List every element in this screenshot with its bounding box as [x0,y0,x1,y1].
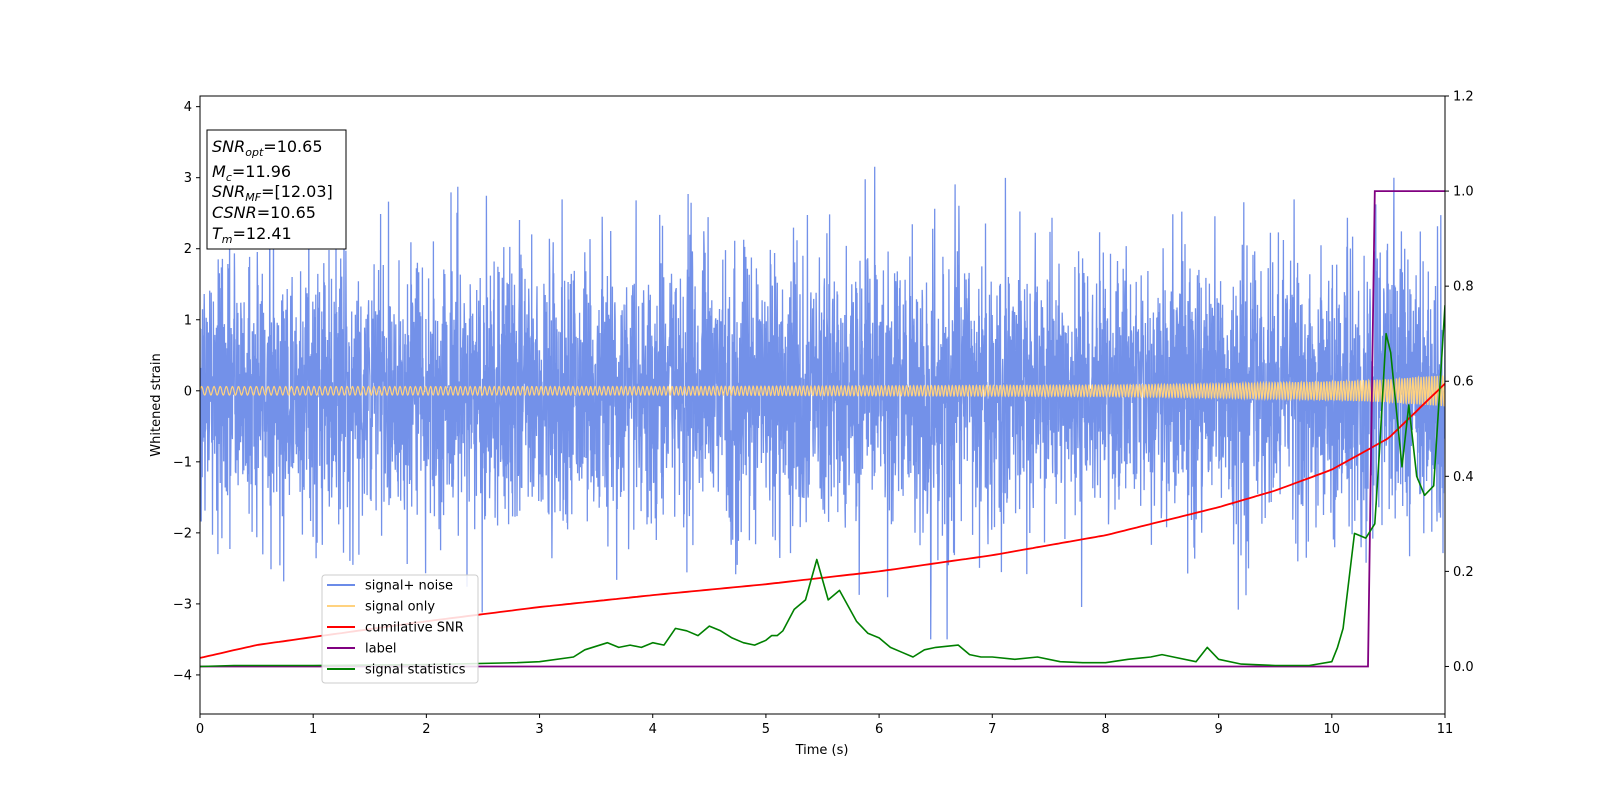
y2-tick-label: 1.2 [1453,90,1474,105]
info-mc-subscript: c [226,171,232,184]
y-tick-label: 3 [184,171,192,186]
x-tick-label: 1 [309,722,317,737]
y2-tick-label: 0.8 [1453,280,1474,295]
info-snr-opt: SNRopt=10.65 [212,137,323,159]
info-tm: Tm=12.41 [212,224,292,246]
x-tick-label: 11 [1437,722,1454,737]
info-mc-symbol: M [212,162,226,181]
info-snr-opt-subscript: opt [245,146,264,159]
info-snr-opt-symbol: SNR [212,137,245,156]
info-tm-value: =12.41 [233,224,292,243]
x-tick-label: 9 [1214,722,1222,737]
info-tm-subscript: m [222,233,233,246]
x-tick-label: 8 [1101,722,1109,737]
legend: signal+ noise signal only cumilative SNR la… [321,574,479,684]
info-box: SNRopt=10.65 Mc=11.96 SNRMF=[12.03] CSNR… [206,129,347,250]
x-tick-label: 10 [1324,722,1341,737]
info-snr-mf-subscript: MF [245,191,261,204]
info-box-frame [206,129,347,250]
y-tick-label: 2 [184,242,192,257]
info-mc: Mc=11.96 [212,162,291,184]
legend-label-cumilative-snr: cumilative SNR [365,621,464,636]
x-axis-title: Time (s) [795,743,849,758]
x-tick-label: 4 [649,722,657,737]
x-tick-label: 2 [422,722,430,737]
y2-tick-label: 0.4 [1453,470,1474,485]
y-tick-label: 4 [184,100,192,115]
x-tick-label: 5 [762,722,770,737]
legend-items: signal+ noise signal only cumilative SNR la… [327,579,466,678]
info-tm-symbol: T [212,224,223,243]
x-tick-label: 0 [196,722,204,737]
y-tick-label: −2 [173,526,192,541]
y2-tick-label: 1.0 [1453,185,1474,200]
legend-label-signal-noise: signal+ noise [365,579,453,594]
y-tick-label: −1 [173,455,192,470]
info-csnr-symbol: CSNR [212,203,257,222]
y-tick-label: −3 [173,597,192,612]
info-csnr-value: =10.65 [257,203,316,222]
y-tick-label: −4 [173,668,192,683]
legend-label-signal-only: signal only [365,600,435,615]
info-csnr: CSNR=10.65 [212,203,316,222]
y-tick-label: 1 [184,313,192,328]
legend-label-signal-statistics: signal statistics [365,663,466,678]
info-snr-mf-symbol: SNR [212,182,245,201]
plot-frame [199,95,1446,715]
info-snr-mf-value: =[12.03] [261,182,333,201]
series-label-line [200,190,1445,668]
y-tick-label: 0 [184,384,192,399]
axes: 0 1 2 3 4 5 6 7 8 9 10 11 −4 −3 −2 −1 0 1 2 3 4 0.0 0.2 0.4 0.6 0… [173,90,1474,738]
series-signal-noise-line [200,166,1445,640]
y2-tick-label: 0.0 [1453,660,1474,675]
y-axis-title: Whitened strain [149,353,164,456]
y2-tick-label: 0.6 [1453,375,1474,390]
y2-tick-label: 0.2 [1453,565,1474,580]
series-signal-statistics-line [200,305,1445,668]
legend-label-label: label [365,642,396,657]
series-signal-only-line [200,375,1445,407]
x-tick-label: 7 [988,722,996,737]
x-tick-label: 3 [535,722,543,737]
info-snr-opt-value: =10.65 [263,137,322,156]
legend-frame [321,574,479,684]
info-mc-value: =11.96 [232,162,291,181]
x-tick-label: 6 [875,722,883,737]
info-snr-mf: SNRMF=[12.03] [212,182,333,204]
